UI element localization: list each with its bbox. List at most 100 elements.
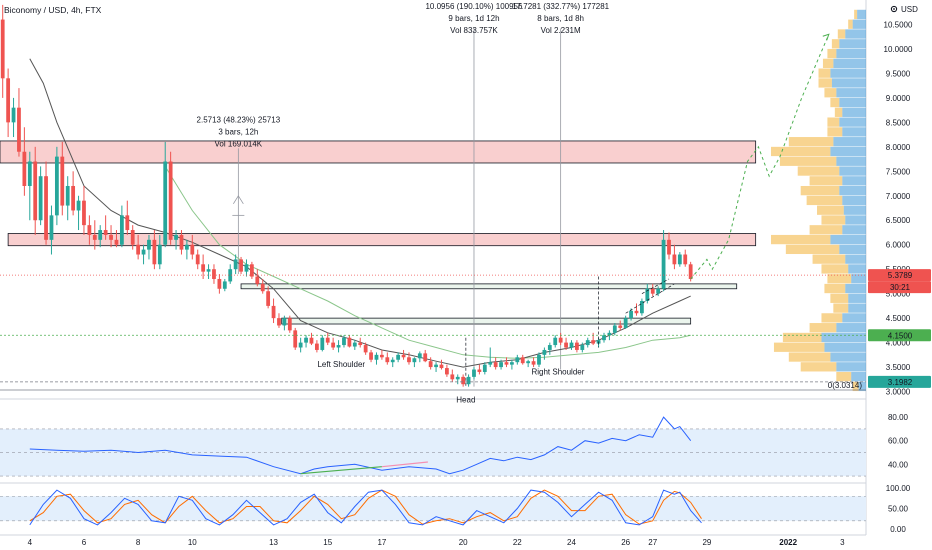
fib-label: 0(3.0314) [828, 381, 863, 390]
candle-body [314, 343, 319, 350]
volume-profile-bar-up [843, 205, 866, 215]
candle-body [184, 244, 189, 250]
candle-body [304, 337, 308, 343]
candle-body [683, 254, 688, 265]
volume-profile-bar-down [824, 283, 846, 294]
candle-body [163, 161, 168, 245]
volume-profile-bar-up [836, 88, 866, 98]
volume-profile-bar-up [839, 117, 866, 127]
candle-body [477, 369, 482, 372]
volume-profile [771, 9, 866, 392]
volume-profile-bar-up [857, 9, 866, 20]
volume-profile-bar-up [830, 68, 866, 78]
candle-body [585, 340, 590, 346]
candle-body [255, 276, 260, 284]
candle-body [141, 249, 146, 255]
volume-profile-bar-up [830, 146, 866, 157]
candle-body [461, 376, 466, 385]
candle-body [222, 281, 227, 289]
candle-body [450, 374, 455, 380]
candle-body [672, 254, 677, 265]
candle-body [260, 283, 265, 292]
volume-profile-bar-down [827, 127, 843, 137]
volume-profile-bar-down [800, 185, 840, 196]
candle-body [49, 215, 54, 240]
candle-body [125, 215, 130, 231]
volume-profile-bar-up [848, 303, 866, 313]
gear-icon[interactable] [890, 5, 898, 13]
candle-body [374, 354, 379, 360]
volume-profile-bar-down [821, 264, 849, 274]
volume-profile-bar-down [771, 234, 831, 245]
wedge-line [641, 278, 670, 294]
volume-profile-bar-down [834, 107, 843, 117]
candle-body [287, 318, 292, 331]
volume-profile-bar-up [839, 97, 866, 108]
stoch-tick-label: 50.00 [888, 505, 909, 514]
volume-profile-bar-down [830, 97, 840, 108]
rsi-divergence-line [300, 466, 382, 475]
candle-body [244, 264, 249, 272]
candle-body [445, 368, 449, 375]
candle-body [623, 318, 628, 328]
candle-body [482, 364, 487, 372]
stoch-tick-label: 0.00 [890, 525, 906, 534]
measure-label: Vol 833.757K [450, 26, 498, 35]
measure-label: 9 bars, 1d 12h [448, 14, 499, 23]
currency-label[interactable]: USD [901, 5, 918, 14]
volume-profile-bar-down [854, 9, 858, 20]
candle-body [119, 215, 124, 245]
candle-body [76, 200, 81, 211]
candle-body [493, 362, 498, 368]
candle-body [109, 234, 113, 240]
volume-profile-bar-up [839, 185, 866, 196]
volume-profile-bar-down [824, 88, 837, 98]
volume-profile-bar-down [822, 58, 834, 69]
time-axis[interactable]: 4 6 8 10 13 15 17 20 22 24 26 27 29 2022 3 [28, 538, 846, 547]
rsi-pane [29, 416, 692, 475]
time-tick-label: 4 [28, 538, 33, 547]
time-tick-label: 17 [377, 538, 386, 547]
volume-profile-bar-up [830, 234, 866, 245]
candle-body [130, 230, 135, 245]
price-zone [240, 283, 738, 290]
countdown-text: 30:21 [890, 283, 911, 292]
candle-body [212, 269, 216, 279]
price-axis[interactable]: 10.5000 10.0000 9.5000 9.0000 8.5000 8.0000 7.… [868, 20, 931, 534]
price-tick-label: 9.5000 [886, 69, 911, 78]
reference-lines: 0(3.0314) [0, 274, 866, 391]
candle-body [342, 337, 346, 346]
candle-body [618, 325, 623, 328]
stoch-band-fill [0, 496, 866, 521]
candle-body [390, 359, 395, 363]
price-tick-label: 6.5000 [886, 216, 911, 225]
candle-body [152, 239, 157, 265]
volume-profile-bar-up [824, 342, 866, 352]
volume-profile-bar-down [852, 381, 859, 392]
candle-body [65, 185, 70, 206]
projection-path[interactable] [690, 33, 830, 280]
candle-body [385, 357, 390, 363]
zones-layer[interactable] [0, 140, 757, 325]
volume-profile-bar-down [831, 39, 840, 49]
time-tick-label: 29 [702, 538, 711, 547]
price-tick-label: 3.5000 [886, 363, 911, 372]
volume-profile-bar-down [800, 362, 837, 372]
candle-body [320, 337, 325, 350]
volume-profile-bar-down [779, 156, 837, 166]
measure-label: 17.7281 (332.77%) 177281 [512, 2, 610, 11]
measure-label: 3 bars, 12h [218, 127, 258, 136]
candle-body [401, 354, 406, 358]
candles [0, 4, 693, 387]
stoch-tick-label: 100.00 [886, 484, 911, 493]
volume-profile-bar-up [852, 19, 866, 29]
candle-body [607, 332, 612, 336]
candle-body [195, 254, 200, 265]
candle-body [44, 176, 48, 240]
candle-body [136, 244, 141, 255]
candle-body [602, 335, 606, 341]
measure-layer[interactable]: 10.0956 (190.10%) 100956 9 bars, 1d 12h Vo… [197, 2, 610, 387]
candle-body [298, 342, 303, 348]
candle-body [168, 161, 173, 240]
